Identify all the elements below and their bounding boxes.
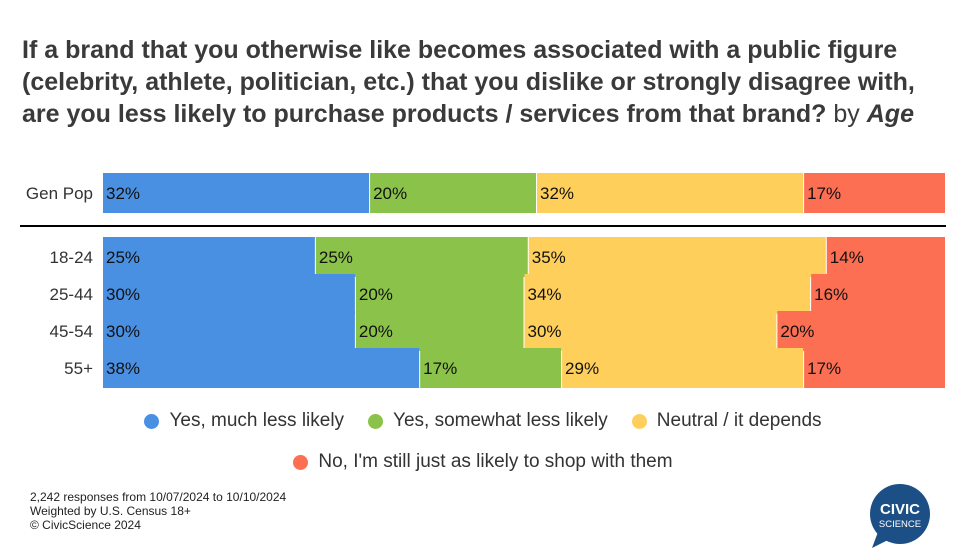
bar-gen-pop-series-3 <box>804 173 945 213</box>
bar-gen-pop-series-0 <box>103 173 370 213</box>
data-label-gen-pop-series-1: 20% <box>373 184 407 203</box>
data-label-45-54-series-3: 20% <box>780 322 814 341</box>
legend-item-neutral: Neutral / it depends <box>631 410 822 432</box>
data-label-45-54-series-0: 30% <box>106 322 140 341</box>
data-label-gen-pop-series-3: 17% <box>807 184 841 203</box>
data-label-gen-pop-series-0: 32% <box>106 184 140 203</box>
data-label-18-24-series-3: 14% <box>830 248 864 267</box>
legend-swatch-still-likely <box>293 454 309 470</box>
bar-45-54-series-1 <box>355 311 524 351</box>
legend-label-neutral: Neutral / it depends <box>656 410 822 431</box>
data-label-55-series-2: 29% <box>565 359 599 378</box>
data-label-55-series-3: 17% <box>807 359 841 378</box>
bar-18-24-series-0 <box>103 237 315 277</box>
footer-responses: 2,242 responses from 10/07/2024 to 10/10… <box>30 490 287 504</box>
legend-swatch-neutral <box>631 413 647 429</box>
bars-group: Gen Pop 32% 20% 32% 17% 18-24 25% 25% 35% 14% 25-4… <box>26 173 945 388</box>
data-label-25-44-series-1: 20% <box>359 285 393 304</box>
bar-gen-pop-series-2 <box>537 173 804 213</box>
footer-notes: 2,242 responses from 10/07/2024 to 10/10… <box>30 490 286 532</box>
data-label-25-44-series-2: 34% <box>528 285 562 304</box>
bar-25-44-series-3 <box>811 274 945 314</box>
logo-text-civic: CIVIC <box>880 501 920 518</box>
legend-label-somewhat-less: Yes, somewhat less likely <box>393 410 608 431</box>
bar-25-44-series-2 <box>524 274 811 314</box>
footer-weighting: Weighted by U.S. Census 18+ <box>30 504 191 518</box>
bar-55-series-0 <box>103 348 420 388</box>
bar-45-54-series-3 <box>777 311 945 351</box>
stacked-bar-chart: Gen Pop 32% 20% 32% 17% 18-24 25% 25% 35% 14% 25-4… <box>20 173 946 388</box>
data-label-18-24-series-2: 35% <box>532 248 566 267</box>
data-label-45-54-series-1: 20% <box>359 322 393 341</box>
bar-55-series-3 <box>804 348 945 388</box>
data-label-18-24-series-0: 25% <box>106 248 140 267</box>
bar-18-24-series-2 <box>528 237 826 277</box>
data-label-gen-pop-series-2: 32% <box>540 184 574 203</box>
title-by: by <box>833 100 860 128</box>
legend-label-still-likely: No, I'm still just as likely to shop wit… <box>318 451 673 472</box>
legend-row-1: Yes, much less likely Yes, somewhat less… <box>0 410 966 432</box>
category-label-55: 55+ <box>64 359 93 378</box>
title-question: If a brand that you otherwise like becom… <box>22 36 915 128</box>
logo-text-science: SCIENCE <box>879 519 921 530</box>
legend-label-much-less: Yes, much less likely <box>169 410 345 431</box>
data-label-55-series-0: 38% <box>106 359 140 378</box>
bar-18-24-series-1 <box>315 237 528 277</box>
legend-row-2: No, I'm still just as likely to shop wit… <box>0 451 966 473</box>
legend-swatch-somewhat-less <box>368 413 384 429</box>
category-label-18-24: 18-24 <box>50 248 93 267</box>
category-label-gen-pop: Gen Pop <box>26 184 93 203</box>
bar-55-series-2 <box>562 348 804 388</box>
legend-swatch-much-less <box>144 413 160 429</box>
chart-title: If a brand that you otherwise like becom… <box>22 34 942 130</box>
data-label-18-24-series-1: 25% <box>319 248 353 267</box>
legend-item-somewhat-less: Yes, somewhat less likely <box>368 410 608 432</box>
legend-item-still-likely: No, I'm still just as likely to shop wit… <box>293 451 673 473</box>
data-label-25-44-series-0: 30% <box>106 285 140 304</box>
bar-25-44-series-0 <box>103 274 355 314</box>
civicscience-logo: CIVIC SCIENCE <box>870 484 930 548</box>
title-group: Age <box>866 100 914 128</box>
legend-item-much-less: Yes, much less likely <box>144 410 344 432</box>
bar-18-24-series-3 <box>826 237 945 277</box>
data-label-45-54-series-2: 30% <box>528 322 562 341</box>
bar-55-series-1 <box>420 348 562 388</box>
bar-25-44-series-1 <box>355 274 524 314</box>
bar-gen-pop-series-1 <box>370 173 537 213</box>
category-label-25-44: 25-44 <box>50 285 93 304</box>
data-label-25-44-series-3: 16% <box>814 285 848 304</box>
bar-45-54-series-0 <box>103 311 355 351</box>
footer-copyright: © CivicScience 2024 <box>30 518 141 532</box>
bar-45-54-series-2 <box>524 311 777 351</box>
data-label-55-series-1: 17% <box>423 359 457 378</box>
category-label-45-54: 45-54 <box>50 322 93 341</box>
